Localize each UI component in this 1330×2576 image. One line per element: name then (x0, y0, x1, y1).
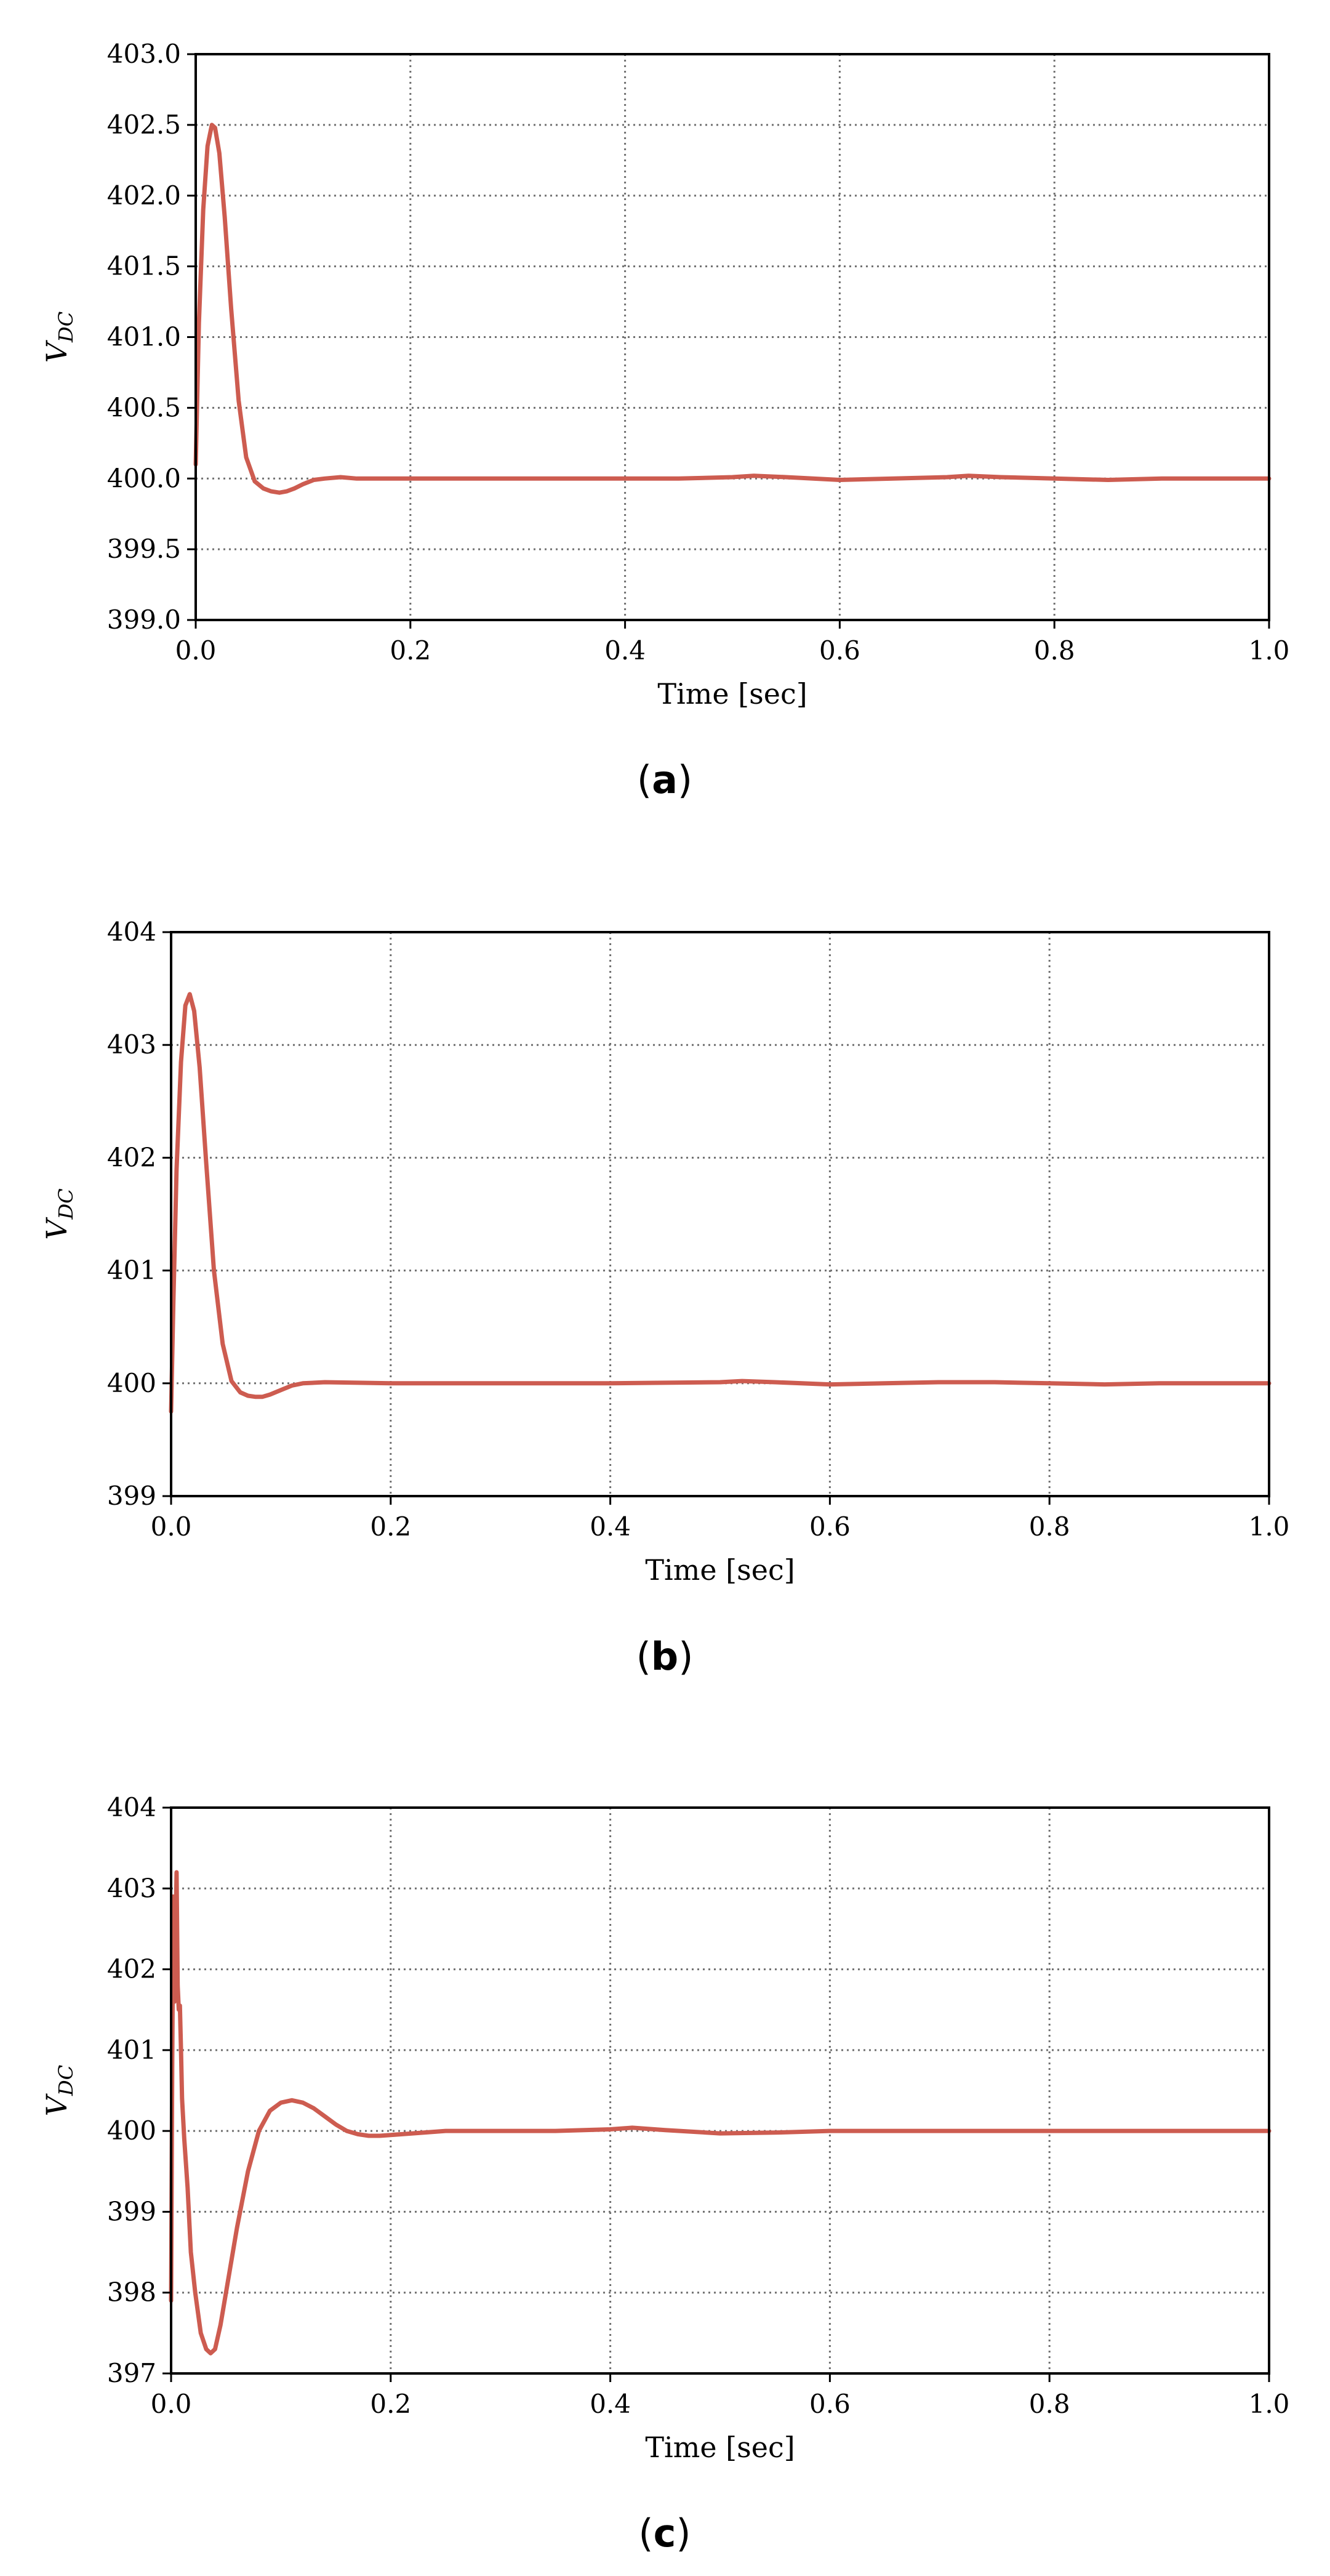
panel-c-ytick-label: 400 (107, 2115, 156, 2146)
panel-a-ytick-label: 400.0 (107, 463, 181, 493)
panel-b-xtick-label: 0.8 (1029, 1511, 1070, 1542)
panel-a-xaxis-label: Time [sec] (657, 677, 807, 710)
panel-b-xtick-label: 0.0 (151, 1511, 192, 1542)
panel-a-xtick-label: 1.0 (1249, 635, 1290, 666)
panel-a-yaxis-label: VDC (40, 312, 78, 363)
panel-a-ytick-label: 401.0 (107, 322, 181, 352)
panel-a-ytick-label: 399.5 (107, 534, 181, 564)
panel-c-xtick-label: 0.8 (1029, 2389, 1070, 2419)
panel-c-xtick-label: 1.0 (1249, 2389, 1290, 2419)
panel-c-xtick-label: 0.0 (151, 2389, 192, 2419)
panel-c-ytick-label: 402 (107, 1954, 156, 1984)
panel-c-xaxis-label: Time [sec] (645, 2431, 795, 2464)
panel-c-ytick-label: 403 (107, 1873, 156, 1903)
panel-b-ytick-label: 404 (107, 917, 156, 947)
panel-a: 0.0 0.2 0.4 0.6 0.8 1.0 399.0 399.5 400.0 400.5 40… (40, 39, 1289, 802)
panel-a-series-line (193, 123, 1272, 495)
panel-c-ytick-label: 398 (107, 2277, 156, 2308)
panel-c-xtick-label: 0.4 (590, 2389, 631, 2419)
panel-a-xtick-label: 0.4 (604, 635, 646, 666)
panel-b-xtick-label: 1.0 (1249, 1511, 1290, 1542)
panel-b-caption: (b) (636, 1634, 694, 1679)
panel-a-xtick-label: 0.2 (390, 635, 431, 666)
panel-c-yaxis-label: VDC (40, 2065, 78, 2116)
panel-b-xaxis-label: Time [sec] (645, 1553, 795, 1587)
panel-b-ytick-label: 403 (107, 1029, 156, 1060)
panel-a-ytick-label: 402.0 (107, 180, 181, 211)
panel-b-ytick-label: 401 (107, 1255, 156, 1286)
panel-b-xtick-label: 0.6 (809, 1511, 851, 1542)
panel-a-caption: (a) (637, 757, 692, 802)
panel-a-xtick-label: 0.8 (1034, 635, 1075, 666)
panel-c: 0.0 0.2 0.4 0.6 0.8 1.0 397 398 399 400 401 402 403 4… (40, 1792, 1289, 2556)
panel-c-ytick-label: 401 (107, 2035, 156, 2065)
panel-c-series-line (169, 1870, 1272, 2356)
panel-c-xtick-label: 0.2 (370, 2389, 411, 2419)
panel-a-xtick-label: 0.0 (175, 635, 217, 666)
panel-b-yaxis-label: VDC (40, 1188, 78, 1239)
panel-c-ytick-label: 397 (107, 2358, 156, 2388)
panel-c-xtick-label: 0.6 (809, 2389, 851, 2419)
panel-b-ytick-label: 402 (107, 1142, 156, 1172)
panel-b-xtick-label: 0.4 (590, 1511, 631, 1542)
panel-b-ytick-label: 399 (107, 1481, 156, 1511)
panel-b: 0.0 0.2 0.4 0.6 0.8 1.0 399 400 401 402 403 404 Time… (40, 917, 1289, 1679)
panel-b-series-line (169, 992, 1272, 1414)
panel-b-ytick-label: 400 (107, 1368, 156, 1398)
panel-c-ytick-label: 399 (107, 2196, 156, 2226)
panel-c-ytick-label: 404 (107, 1792, 156, 1822)
panel-c-plot-frame (170, 1806, 1270, 2375)
panel-a-ytick-label: 402.5 (107, 110, 181, 140)
panel-a-ytick-label: 400.5 (107, 392, 181, 422)
panel-a-ytick-label: 399.0 (107, 605, 181, 635)
panel-c-caption: (c) (638, 2511, 691, 2556)
panel-b-plot-frame (170, 931, 1270, 1497)
panel-a-xtick-label: 0.6 (819, 635, 860, 666)
panel-a-ytick-label: 401.5 (107, 251, 181, 281)
panel-a-ytick-label: 403.0 (107, 39, 181, 69)
panel-b-xtick-label: 0.2 (370, 1511, 411, 1542)
